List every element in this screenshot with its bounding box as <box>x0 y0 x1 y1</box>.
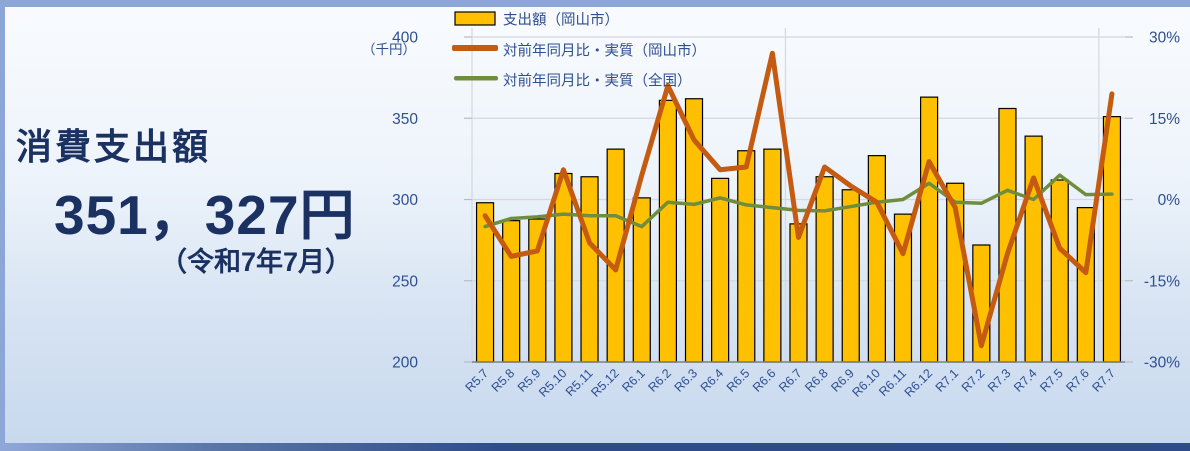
okayama-yoy-line <box>482 50 1115 349</box>
right-axis-label: -30% <box>1144 355 1180 372</box>
bar-R5.11 <box>580 176 599 363</box>
bar-R6.6 <box>763 148 782 363</box>
bar-R6.9 <box>841 189 860 363</box>
left-axis-label: 300 <box>392 192 418 209</box>
right-axis-label: 30% <box>1149 30 1180 47</box>
x-tick-label-R6.5: R6.5 <box>724 366 753 395</box>
bar-R7.5 <box>1050 179 1069 363</box>
right-axis-label: -15% <box>1144 273 1180 290</box>
x-tick-label-R6.11: R6.11 <box>876 366 909 399</box>
x-tick-label-R5.12: R5.12 <box>588 366 622 400</box>
x-tick-label-R5.7: R5.7 <box>463 366 492 395</box>
left-axis-unit-label: （千円） <box>362 42 416 57</box>
left-axis-label: 400 <box>392 30 418 47</box>
legend-item-expenditure: 支出額（岡山市） <box>503 12 619 29</box>
x-tick-label-R6.7: R6.7 <box>776 366 805 395</box>
x-tick-label-R6.3: R6.3 <box>672 366 701 395</box>
summary-panel: 消費支出額 351，327円 （令和7年7月） <box>0 0 420 330</box>
x-tick-label-R6.1: R6.1 <box>619 366 648 395</box>
x-tick-label-R7.3: R7.3 <box>985 366 1014 395</box>
left-border <box>0 0 5 451</box>
left-axis-label: 350 <box>392 111 418 128</box>
x-tick-label-R5.8: R5.8 <box>489 366 518 395</box>
top-border <box>0 0 1190 7</box>
x-tick-label-R7.7: R7.7 <box>1089 366 1118 395</box>
right-axis-label: 15% <box>1149 111 1180 128</box>
x-tick-label-R7.6: R7.6 <box>1063 366 1092 395</box>
bar-R6.10 <box>867 155 886 363</box>
bar-R6.5 <box>737 150 756 363</box>
x-tick-label-R7.2: R7.2 <box>959 366 988 395</box>
bar-R6.7 <box>789 223 808 363</box>
left-axis-label: 250 <box>392 273 418 290</box>
x-tick-label-R6.4: R6.4 <box>698 366 727 395</box>
legend-national-line-swatch <box>454 76 498 81</box>
x-tick-label-R7.1: R7.1 <box>933 366 962 395</box>
x-tick-label-R5.10: R5.10 <box>536 366 570 400</box>
summary-title: 消費支出額 <box>16 126 212 167</box>
bar-R5.10 <box>554 172 573 363</box>
x-tick-label-R5.11: R5.11 <box>563 366 596 399</box>
x-tick-label-R6.2: R6.2 <box>645 366 674 395</box>
legend-item-okayama-yoy: 対前年同月比・実質（岡山市） <box>503 42 706 60</box>
bar-R6.12 <box>919 96 939 363</box>
x-tick-label-R6.8: R6.8 <box>802 366 831 395</box>
national-yoy-line <box>483 173 1114 229</box>
x-tick-label-R6.6: R6.6 <box>750 366 779 395</box>
legend-bar-swatch <box>454 11 496 26</box>
bar-R6.2 <box>658 99 677 363</box>
combo-chart: 40035030025020030%15%0%-15%-30%（千円）R5.7R… <box>362 11 1181 400</box>
summary-amount: 351，327円 <box>54 184 356 246</box>
bar-R5.8 <box>502 220 521 363</box>
summary-period: （令和7年7月） <box>160 247 353 277</box>
left-axis-label: 200 <box>392 355 418 372</box>
x-tick-label-R7.5: R7.5 <box>1037 366 1066 395</box>
chart-area: 400 350 300 250 200 30% 15% 0% -15% -30% （千円） R5.7 R… <box>360 0 1190 443</box>
bar-R7.7 <box>1102 116 1122 363</box>
right-axis-label: 0% <box>1158 192 1181 209</box>
bar-R6.8 <box>815 176 834 363</box>
x-tick-label-R7.4: R7.4 <box>1011 366 1040 395</box>
legend-item-national-yoy: 対前年同月比・実質（全国） <box>503 72 692 90</box>
legend-okayama-line-swatch <box>452 45 498 51</box>
bar-R6.4 <box>711 177 730 363</box>
x-tick-label-R6.10: R6.10 <box>849 366 883 400</box>
bar-R7.4 <box>1024 135 1043 363</box>
x-tick-label-R6.12: R6.12 <box>902 366 936 400</box>
bottom-border <box>0 443 1190 451</box>
